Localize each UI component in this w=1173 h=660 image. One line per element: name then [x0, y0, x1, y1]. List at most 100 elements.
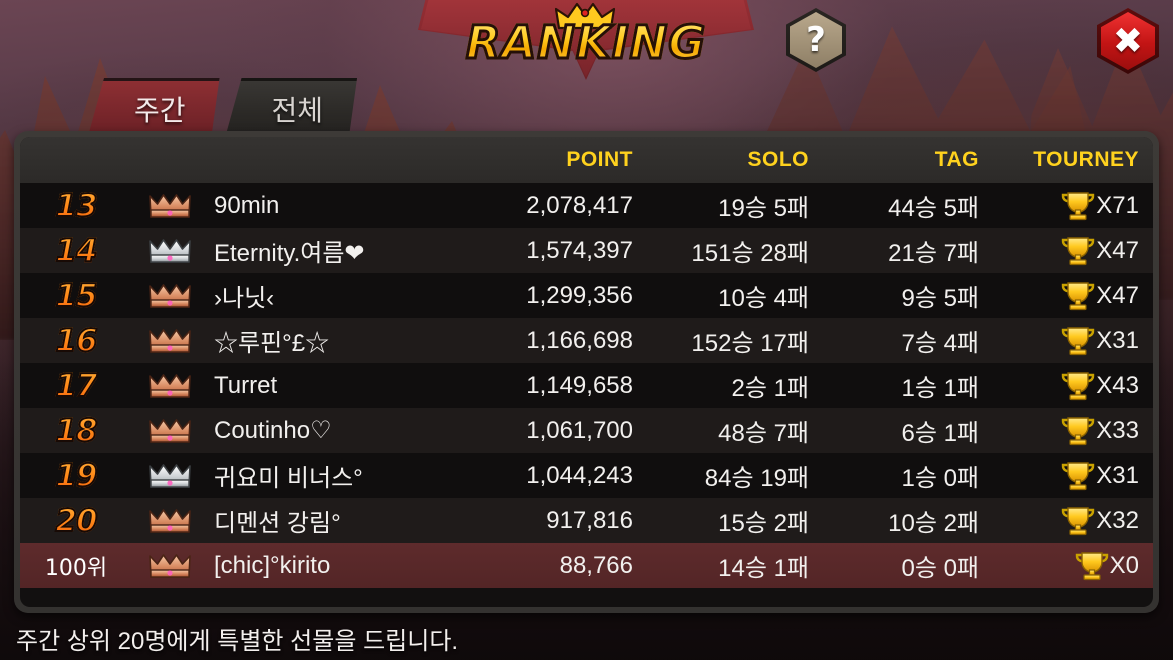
- cell-player-name: Coutinho♡: [214, 417, 332, 444]
- footer-note: 주간 상위 20명에게 특별한 선물을 드립니다.: [16, 628, 459, 655]
- tourney-count: X31: [1096, 326, 1139, 354]
- rank-value: 18: [54, 412, 98, 450]
- cell-crown: [132, 283, 208, 309]
- cell-tag: 1승 1패: [901, 375, 979, 402]
- cell-player-name: 귀요미 비너스°: [214, 465, 363, 492]
- cell-solo: 2승 1패: [731, 375, 809, 402]
- tab-bar: 주간 전체: [88, 78, 363, 136]
- cell-tourney: X43: [989, 371, 1153, 401]
- table-row[interactable]: 18 Coutinho♡ 1,061,700 48승 7패 6승 1패 X33: [20, 408, 1153, 453]
- crown-icon: [149, 238, 191, 263]
- header-solo: SOLO: [747, 148, 809, 171]
- trophy-icon: [1062, 326, 1095, 355]
- table-row[interactable]: 19 귀요미 비너스° 1,044,243 84승 19패 1승 0패 X31: [20, 453, 1153, 498]
- rank-value: 13: [54, 187, 98, 225]
- cell-tourney: X31: [989, 461, 1153, 491]
- close-button[interactable]: ✖: [1097, 8, 1159, 74]
- ranking-panel-inner: POINT SOLO TAG TOURNEY 13 90min 2,078,41…: [20, 137, 1153, 607]
- cell-rank: 13: [20, 187, 132, 225]
- tourney-count: X31: [1096, 461, 1139, 489]
- ranking-panel: POINT SOLO TAG TOURNEY 13 90min 2,078,41…: [14, 131, 1159, 613]
- cell-player-name: 90min: [214, 191, 280, 219]
- cell-tourney: X47: [989, 281, 1153, 311]
- table-row[interactable]: 100위 [chic]°kirito 88,766 14승 1패 0승 0패 X…: [20, 543, 1153, 588]
- cell-solo: 152승 17패: [691, 330, 809, 357]
- cell-rank: 18: [20, 412, 132, 450]
- tab-all[interactable]: 전체: [226, 78, 358, 136]
- cell-rank: 15: [20, 277, 132, 315]
- tourney-count: X0: [1109, 551, 1139, 579]
- table-row[interactable]: 13 90min 2,078,417 19승 5패 44승 5패 X71: [20, 183, 1153, 228]
- tab-weekly[interactable]: 주간: [88, 78, 220, 136]
- cell-solo: 14승 1패: [718, 555, 809, 582]
- close-x-icon: ✖: [1112, 20, 1144, 62]
- crown-icon: [149, 328, 191, 353]
- cell-tag: 9승 5패: [901, 285, 979, 312]
- header-point: POINT: [566, 148, 633, 171]
- table-row[interactable]: 16 ☆루핀°£☆ 1,166,698 152승 17패 7승 4패 X31: [20, 318, 1153, 363]
- cell-tourney: X47: [989, 236, 1153, 266]
- cell-point: 2,078,417: [526, 191, 633, 219]
- cell-crown: [132, 238, 208, 264]
- help-button[interactable]: ?: [786, 8, 846, 72]
- tourney-count: X47: [1096, 236, 1139, 264]
- cell-tag: 6승 1패: [901, 420, 979, 447]
- cell-solo: 151승 28패: [691, 240, 809, 267]
- cell-crown: [132, 328, 208, 354]
- cell-player-name: Turret: [214, 371, 278, 399]
- table-row[interactable]: 15 ›나닛‹ 1,299,356 10승 4패 9승 5패 X47: [20, 273, 1153, 318]
- cell-crown: [132, 373, 208, 399]
- header-tag: TAG: [934, 148, 979, 171]
- cell-solo: 10승 4패: [718, 285, 809, 312]
- ranking-row-list: 13 90min 2,078,417 19승 5패 44승 5패 X71 14: [20, 183, 1153, 607]
- rank-value: 14: [54, 232, 98, 270]
- trophy-icon: [1075, 551, 1108, 580]
- cell-tag: 7승 4패: [901, 330, 979, 357]
- cell-solo: 48승 7패: [718, 420, 809, 447]
- cell-point: 1,166,698: [526, 326, 633, 354]
- trophy-icon: [1062, 371, 1095, 400]
- hexagon-shape: ✖: [1097, 8, 1159, 74]
- trophy-icon: [1062, 416, 1095, 445]
- cell-point: 1,149,658: [526, 371, 633, 399]
- crown-icon: [149, 373, 191, 398]
- cell-rank: 14: [20, 232, 132, 270]
- cell-tourney: X33: [989, 416, 1153, 446]
- tourney-count: X33: [1096, 416, 1139, 444]
- cell-tourney: X0: [989, 551, 1153, 581]
- cell-tag: 10승 2패: [888, 510, 979, 537]
- crown-icon: [555, 2, 615, 30]
- trophy-icon: [1062, 281, 1095, 310]
- crown-icon: [149, 193, 191, 218]
- cell-crown: [132, 418, 208, 444]
- cell-rank: 100위: [20, 550, 132, 582]
- trophy-icon: [1062, 461, 1095, 490]
- rank-value: 15: [54, 277, 98, 315]
- cell-point: 1,299,356: [526, 281, 633, 309]
- cell-crown: [132, 193, 208, 219]
- table-row[interactable]: 20 디멘션 강림° 917,816 15승 2패 10승 2패 X32: [20, 498, 1153, 543]
- cell-rank: 20: [20, 502, 132, 540]
- cell-point: 1,061,700: [526, 416, 633, 444]
- cell-rank: 16: [20, 322, 132, 360]
- tourney-count: X43: [1096, 371, 1139, 399]
- trophy-icon: [1062, 506, 1095, 535]
- table-header-row: POINT SOLO TAG TOURNEY: [20, 137, 1153, 183]
- cell-tag: 1승 0패: [901, 465, 979, 492]
- cell-rank: 17: [20, 367, 132, 405]
- cell-tourney: X32: [989, 506, 1153, 536]
- rank-value: 17: [54, 367, 98, 405]
- cell-tourney: X71: [989, 191, 1153, 221]
- cell-player-name: ☆루핀°£☆: [214, 330, 330, 357]
- cell-crown: [132, 463, 208, 489]
- tourney-count: X32: [1096, 506, 1139, 534]
- cell-tag: 0승 0패: [901, 555, 979, 582]
- cell-tourney: X31: [989, 326, 1153, 356]
- cell-tag: 44승 5패: [888, 195, 979, 222]
- table-row[interactable]: 14 Eternity.여름❤ 1,574,397 151승 28패 21승 7…: [20, 228, 1153, 273]
- crown-icon: [149, 283, 191, 308]
- table-row[interactable]: 17 Turret 1,149,658 2승 1패 1승 1패 X43: [20, 363, 1153, 408]
- rank-value: 16: [54, 322, 98, 360]
- question-mark-icon: ?: [806, 20, 826, 60]
- crown-icon: [149, 463, 191, 488]
